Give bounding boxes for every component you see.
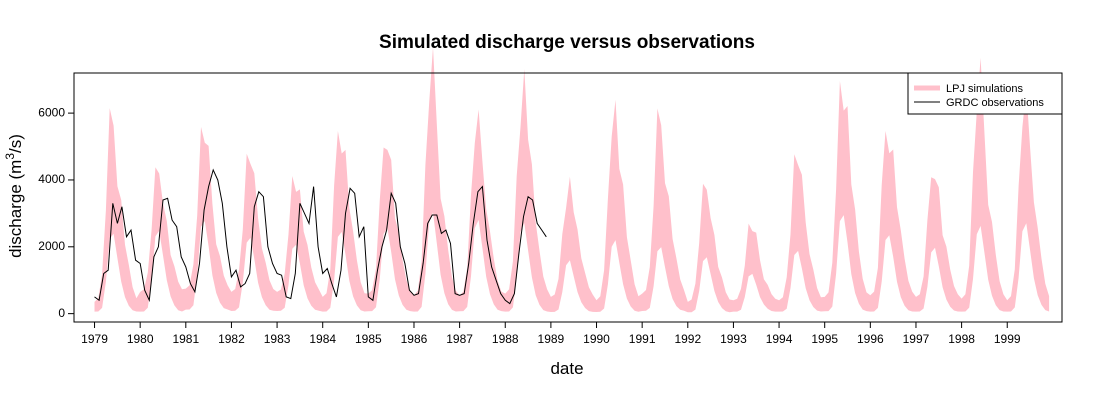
x-tick-label: 1994 (766, 332, 793, 346)
grdc-observation-series (94, 168, 547, 305)
x-tick-label: 1986 (401, 332, 428, 346)
legend: LPJ simulations GRDC observations (907, 72, 1063, 115)
x-tick-label: 1985 (355, 332, 382, 346)
legend-label-lpj: LPJ simulations (946, 83, 1024, 95)
x-tick-label: 1991 (629, 332, 656, 346)
x-tick-label: 1980 (127, 332, 154, 346)
x-axis: 1979 1980 1981 1982 1983 1984 1985 1986 1987 1988… (81, 321, 1021, 346)
x-tick-label: 1999 (994, 332, 1021, 346)
x-tick-label: 1984 (309, 332, 336, 346)
legend-box (907, 72, 1063, 115)
x-tick-label: 1987 (446, 332, 473, 346)
y-tick-label: 0 (58, 306, 65, 320)
x-tick-label: 1998 (948, 332, 975, 346)
x-tick-label: 1990 (583, 332, 610, 346)
y-axis-title: discharge (m3/s) (3, 134, 25, 258)
legend-label-grdc: GRDC observations (946, 97, 1044, 109)
y-axis: 0 2000 4000 6000 (38, 105, 75, 320)
x-tick-label: 1981 (172, 332, 199, 346)
x-tick-label: 1983 (264, 332, 291, 346)
chart-title: Simulated discharge versus observations (379, 32, 755, 53)
y-tick-label: 4000 (38, 172, 65, 186)
x-tick-label: 1995 (811, 332, 838, 346)
x-tick-label: 1979 (81, 332, 108, 346)
x-tick-label: 1992 (674, 332, 701, 346)
x-tick-label: 1989 (538, 332, 565, 346)
y-tick-label: 2000 (38, 239, 65, 253)
x-tick-label: 1996 (857, 332, 884, 346)
x-tick-label: 1997 (903, 332, 930, 346)
y-tick-label: 6000 (38, 105, 65, 119)
lpj-band-area (94, 47, 1050, 313)
x-tick-label: 1993 (720, 332, 747, 346)
x-tick-label: 1988 (492, 332, 519, 346)
lpj-simulation-band (94, 47, 1050, 313)
x-axis-title: date (550, 359, 583, 378)
x-tick-label: 1982 (218, 332, 245, 346)
grdc-observation-line (94, 168, 547, 305)
